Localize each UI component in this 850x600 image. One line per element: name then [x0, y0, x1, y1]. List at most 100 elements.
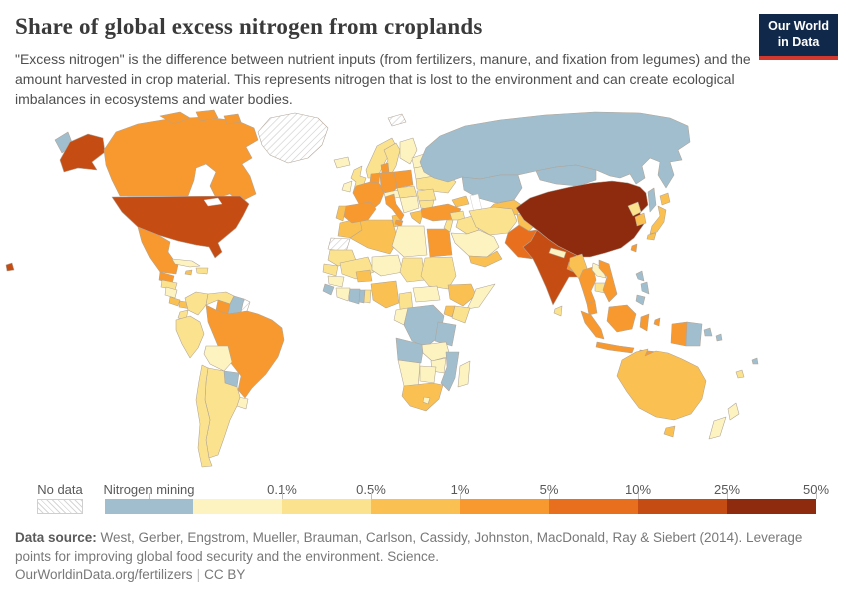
country-portugal[interactable] [335, 205, 347, 222]
country-mexico[interactable] [137, 226, 179, 275]
continent-asia [419, 111, 691, 317]
legend-swatch-bin-6[interactable] [638, 499, 727, 514]
country-caucasus[interactable] [451, 195, 470, 208]
legend-swatch-mining[interactable] [105, 499, 193, 514]
country-ireland[interactable] [341, 180, 353, 193]
country-lesotho[interactable] [422, 396, 431, 405]
country-nepal[interactable] [548, 247, 567, 259]
footer-link[interactable]: OurWorldinData.org/fertilizers [15, 567, 193, 582]
country-bolivia[interactable] [203, 345, 233, 372]
country-romania[interactable] [416, 188, 437, 202]
country-jamaica[interactable] [184, 269, 193, 276]
country-niger[interactable] [371, 254, 404, 277]
country-canada-arctic-3[interactable] [223, 113, 242, 125]
country-hawaii[interactable] [5, 262, 15, 272]
country-australia[interactable] [616, 348, 707, 438]
country-fiji[interactable] [751, 357, 759, 365]
country-sudan[interactable] [420, 256, 457, 290]
country-nicaragua[interactable] [164, 286, 178, 299]
country-south-africa[interactable] [401, 382, 444, 412]
country-indonesia[interactable] [580, 304, 688, 358]
country-solomon-islands[interactable] [715, 333, 723, 342]
legend-swatch-bin-4[interactable] [460, 499, 549, 514]
country-madagascar[interactable] [457, 360, 471, 388]
legend-tick [149, 493, 150, 499]
country-greece[interactable] [409, 209, 425, 225]
country-saudi-arabia[interactable] [450, 229, 500, 258]
continent-africa [322, 213, 496, 412]
country-south-korea[interactable] [634, 212, 647, 227]
owid-logo-line2: in Data [777, 34, 820, 49]
country-senegal[interactable] [322, 263, 339, 277]
owid-logo[interactable]: Our World in Data [759, 14, 838, 61]
country-canada-arctic-1[interactable] [159, 111, 191, 125]
legend-tick-label-1: 0.5% [356, 482, 386, 497]
country-libya[interactable] [391, 225, 428, 258]
source-label: Data source: [15, 530, 97, 545]
country-chile[interactable] [195, 364, 213, 468]
country-denmark[interactable] [380, 162, 390, 174]
country-levant[interactable] [443, 219, 454, 233]
country-algeria[interactable] [349, 219, 399, 255]
country-united-states[interactable] [111, 195, 250, 259]
country-hispaniola[interactable] [195, 267, 209, 275]
country-cuba[interactable] [171, 258, 201, 268]
country-costa-rica[interactable] [168, 296, 181, 307]
country-ethiopia[interactable] [447, 283, 477, 307]
country-somalia[interactable] [466, 283, 496, 310]
country-greenland[interactable] [257, 112, 329, 164]
footer-license-label: CC BY [204, 567, 246, 582]
country-egypt[interactable] [426, 228, 453, 258]
country-tanzania[interactable] [434, 321, 457, 347]
country-yemen-oman[interactable] [468, 250, 503, 268]
country-colombia[interactable] [184, 291, 209, 316]
country-sierra-leone[interactable] [322, 283, 335, 296]
country-kenya[interactable] [451, 305, 471, 324]
country-chad[interactable] [399, 257, 426, 283]
legend-swatch-no-data[interactable] [37, 499, 83, 514]
country-alaska[interactable] [59, 133, 106, 173]
country-botswana[interactable] [419, 365, 437, 384]
country-peru[interactable] [175, 315, 205, 359]
country-burkina-faso[interactable] [355, 269, 373, 283]
country-mongolia[interactable] [535, 164, 597, 187]
country-benin[interactable] [363, 289, 372, 304]
country-togo[interactable] [358, 289, 366, 304]
country-sri-lanka[interactable] [553, 305, 563, 317]
country-japan[interactable] [646, 192, 671, 241]
country-new-zealand[interactable] [708, 402, 740, 440]
country-angola[interactable] [395, 337, 425, 364]
legend-swatch-bin-7[interactable] [727, 499, 816, 514]
country-malaysia[interactable] [586, 300, 598, 316]
country-dr-congo[interactable] [403, 304, 445, 348]
country-philippines[interactable] [635, 270, 650, 306]
legend-swatch-bin-2[interactable] [282, 499, 371, 514]
country-ghana[interactable] [348, 288, 361, 305]
country-balkans[interactable] [399, 195, 420, 214]
country-italy[interactable] [384, 193, 405, 227]
country-zambia[interactable] [421, 341, 451, 362]
country-benelux[interactable] [369, 172, 381, 184]
country-iran[interactable] [468, 206, 518, 236]
country-nigeria[interactable] [370, 280, 400, 309]
country-guinea[interactable] [327, 275, 345, 288]
country-papua-new-guinea[interactable] [685, 321, 713, 347]
legend-swatch-bin-1[interactable] [193, 499, 282, 514]
country-north-korea[interactable] [627, 201, 642, 217]
continent-europe [335, 137, 457, 227]
legend-swatch-bin-5[interactable] [549, 499, 638, 514]
country-vietnam[interactable] [598, 259, 618, 303]
country-canada[interactable] [103, 116, 259, 203]
country-mozambique[interactable] [440, 351, 460, 392]
country-new-caledonia[interactable] [735, 369, 745, 379]
country-poland[interactable] [393, 169, 414, 189]
country-canada-arctic-2[interactable] [195, 109, 219, 122]
country-central-african-republic[interactable] [412, 285, 441, 303]
footer-separator: | [196, 567, 201, 582]
country-iceland[interactable] [333, 156, 351, 169]
country-taiwan[interactable] [630, 243, 638, 253]
country-svalbard[interactable] [387, 113, 407, 127]
legend-swatch-bin-3[interactable] [371, 499, 460, 514]
country-ivory-coast[interactable] [335, 287, 351, 302]
